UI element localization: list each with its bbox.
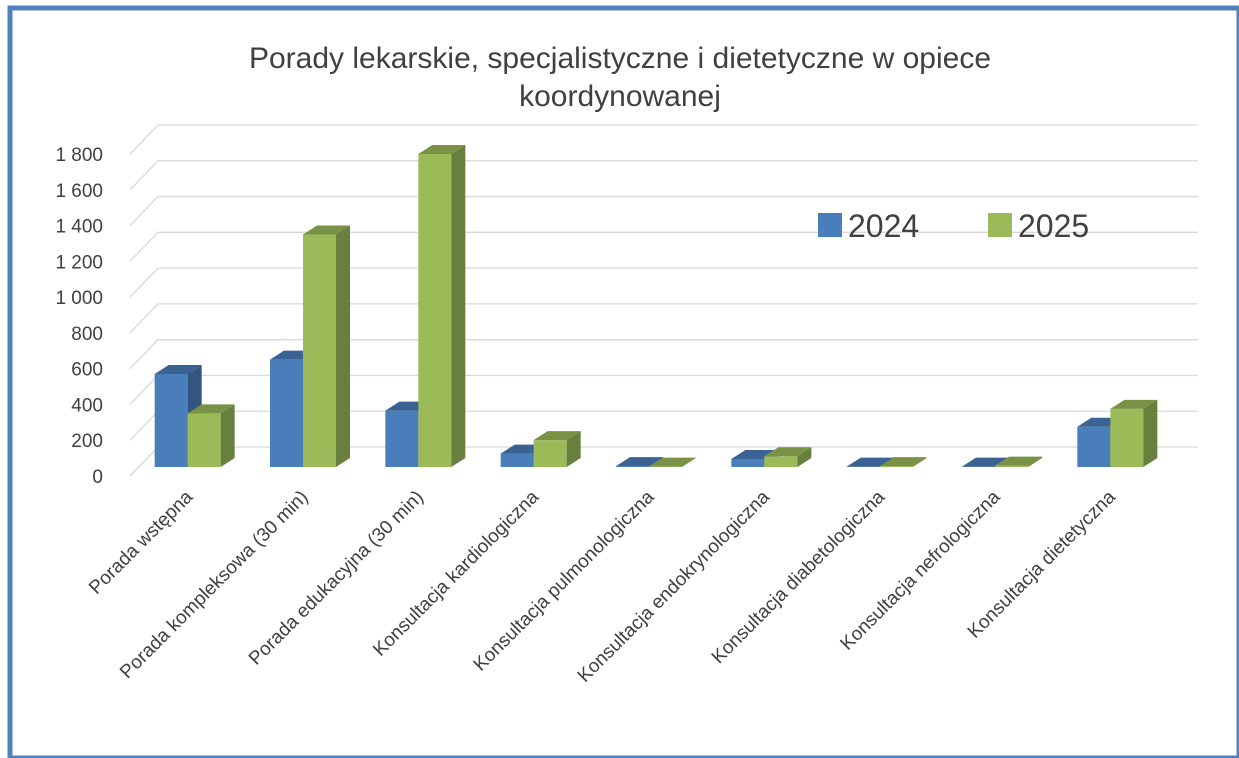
bar-top bbox=[879, 457, 927, 467]
bar-side bbox=[912, 457, 927, 467]
bar-top bbox=[154, 364, 202, 374]
bar-top bbox=[846, 457, 894, 467]
bar-front bbox=[303, 234, 336, 467]
bar-side bbox=[1028, 456, 1042, 467]
legend-swatch bbox=[988, 213, 1012, 237]
legend-label: 2025 bbox=[1018, 208, 1089, 244]
bar-front bbox=[533, 440, 567, 467]
grid-line bbox=[129, 339, 1198, 370]
y-tick-label: 1 800 bbox=[55, 145, 103, 166]
bar bbox=[995, 456, 1042, 467]
bar-side bbox=[451, 144, 466, 467]
chart-title: Porady lekarskie, specjalistyczne i diet… bbox=[249, 42, 991, 113]
grid-line bbox=[129, 160, 1198, 191]
bar-front bbox=[995, 465, 1028, 467]
y-tick-label: 1 600 bbox=[55, 181, 103, 202]
y-tick-label: 1 200 bbox=[55, 252, 103, 273]
bar-top bbox=[616, 457, 663, 467]
bar bbox=[187, 404, 235, 467]
bar-side bbox=[797, 447, 812, 467]
bar-top bbox=[764, 447, 812, 457]
y-tick-label: 400 bbox=[71, 395, 103, 416]
bar bbox=[303, 225, 350, 467]
bar-front bbox=[154, 373, 188, 467]
bar-front bbox=[1077, 426, 1111, 467]
y-tick-label: 1 400 bbox=[55, 217, 103, 238]
y-tick-label: 800 bbox=[71, 324, 103, 345]
bar-top bbox=[1110, 399, 1158, 409]
y-tick-label: 600 bbox=[71, 360, 103, 381]
bar-front bbox=[187, 413, 221, 467]
bar-top bbox=[418, 144, 466, 154]
grid-line bbox=[129, 195, 1198, 227]
grid-line bbox=[129, 303, 1198, 334]
bar-top bbox=[533, 431, 581, 441]
bar-top bbox=[187, 404, 235, 414]
bar-top bbox=[995, 456, 1042, 466]
bar-front bbox=[1110, 408, 1144, 467]
bar-side bbox=[336, 225, 350, 467]
legend-label: 2024 bbox=[848, 208, 919, 244]
legend-swatch bbox=[818, 213, 842, 237]
bar-side bbox=[682, 457, 696, 467]
bar bbox=[1110, 399, 1158, 467]
bar-front bbox=[616, 466, 649, 467]
y-tick-label: 200 bbox=[71, 431, 103, 452]
bar-front bbox=[731, 458, 765, 467]
bar-front bbox=[270, 359, 303, 467]
bar bbox=[649, 457, 696, 467]
bar-top bbox=[303, 225, 350, 235]
frame bbox=[7, 5, 1239, 758]
bar-front bbox=[500, 453, 534, 467]
bar bbox=[418, 144, 466, 467]
bar-side bbox=[566, 431, 581, 467]
bar bbox=[533, 431, 581, 467]
bar bbox=[879, 457, 927, 467]
grid-line bbox=[129, 267, 1198, 298]
bar-front bbox=[764, 456, 798, 467]
y-tick-label: 0 bbox=[92, 467, 103, 488]
bar-side bbox=[1143, 399, 1158, 467]
grid-line bbox=[129, 231, 1198, 262]
bar bbox=[764, 447, 812, 467]
bar-front bbox=[385, 410, 419, 467]
y-tick-label: 1 000 bbox=[55, 288, 103, 309]
bar-front bbox=[418, 153, 452, 467]
bar-front bbox=[879, 466, 913, 467]
grid-line bbox=[129, 124, 1198, 155]
bar-top bbox=[649, 457, 696, 467]
bar-side bbox=[220, 404, 235, 467]
